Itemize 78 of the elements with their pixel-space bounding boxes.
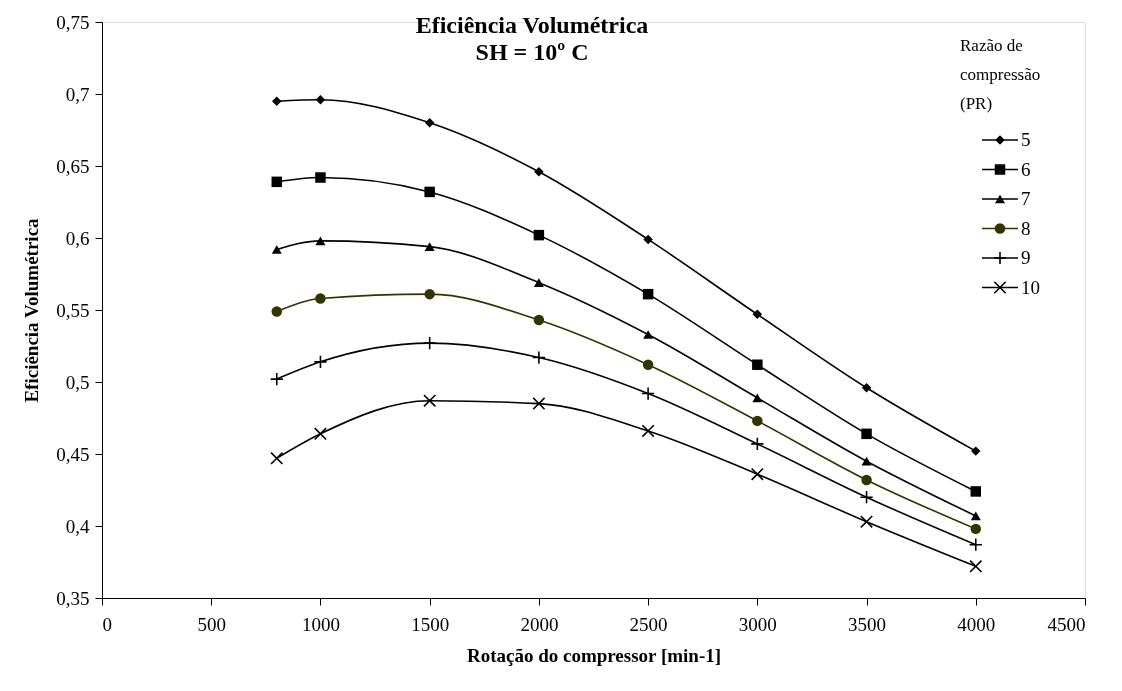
- x-tick-label: 1500: [411, 613, 450, 635]
- y-tick-label: 0,4: [65, 515, 90, 537]
- point: [752, 415, 763, 427]
- point: [971, 446, 981, 456]
- legend-label: 10: [1021, 276, 1040, 298]
- point: [861, 456, 872, 466]
- point: [271, 176, 282, 188]
- point: [970, 511, 981, 521]
- point: [752, 359, 763, 370]
- x-tick-label: 4500: [1047, 613, 1086, 635]
- point: [533, 278, 544, 287]
- y-axis-title: Eficiência Volumétrica: [21, 217, 43, 403]
- point: [313, 354, 328, 369]
- point: [861, 428, 872, 440]
- text: SH = 10º C: [475, 39, 589, 65]
- y-tick-label: 0,5: [65, 371, 90, 393]
- point: [861, 474, 872, 486]
- point: [271, 306, 282, 317]
- point: [861, 383, 872, 393]
- x-tick-label: 2000: [520, 613, 559, 635]
- point: [752, 393, 763, 403]
- y-tick-label: 0,55: [56, 299, 90, 321]
- point: [424, 242, 435, 251]
- chart-title: Eficiência Volumétrica: [415, 12, 649, 38]
- x-tick-label: 0: [102, 613, 112, 635]
- legend-label: 6: [1021, 158, 1031, 180]
- point: [534, 167, 544, 177]
- point: [968, 537, 983, 552]
- point: [271, 245, 282, 254]
- point: [970, 523, 982, 535]
- point: [969, 559, 983, 573]
- point: [315, 172, 326, 183]
- x-tick-label: 1000: [301, 613, 340, 635]
- x-tick-label: 4000: [957, 613, 996, 635]
- y-tick-label: 0,45: [56, 443, 90, 465]
- point: [422, 336, 437, 351]
- legend-label: 8: [1021, 217, 1031, 239]
- legend-label: 9: [1021, 247, 1031, 268]
- point: [272, 96, 282, 106]
- point: [315, 293, 326, 304]
- point: [860, 515, 874, 529]
- point: [269, 372, 284, 387]
- point: [423, 394, 437, 408]
- y-tick-label: 0,75: [56, 11, 90, 33]
- point: [532, 397, 546, 411]
- point: [641, 424, 655, 438]
- point: [424, 288, 435, 300]
- x-tick-label: 2500: [629, 613, 668, 635]
- point: [859, 490, 874, 505]
- point: [641, 386, 656, 401]
- point: [642, 288, 654, 300]
- point: [315, 95, 326, 105]
- point: [424, 118, 435, 128]
- x-tick-label: 500: [197, 613, 226, 635]
- point: [643, 234, 653, 245]
- x-tick-label: 3000: [738, 613, 777, 635]
- point: [752, 309, 763, 320]
- point: [313, 427, 327, 441]
- point: [750, 467, 764, 481]
- point: [750, 437, 765, 451]
- point: [533, 229, 545, 241]
- point: [531, 350, 546, 365]
- y-tick-label: 0,7: [65, 83, 90, 105]
- legend-label: 5: [1021, 129, 1031, 150]
- x-axis-title: Rotação do compressor [min-1]: [466, 644, 722, 666]
- point: [424, 186, 435, 198]
- legend-title: Razão de compressão (PR): [960, 36, 1041, 113]
- point: [970, 486, 982, 497]
- x-tick-label: 3500: [848, 613, 887, 635]
- point: [270, 451, 284, 465]
- point: [533, 314, 545, 326]
- y-tick-label: 0,65: [56, 155, 90, 177]
- y-tick-label: 0,35: [56, 587, 90, 609]
- point: [643, 330, 654, 339]
- point: [642, 359, 654, 370]
- point: [315, 236, 326, 246]
- legend-label: 7: [1021, 188, 1031, 209]
- y-tick-label: 0,6: [65, 227, 90, 249]
